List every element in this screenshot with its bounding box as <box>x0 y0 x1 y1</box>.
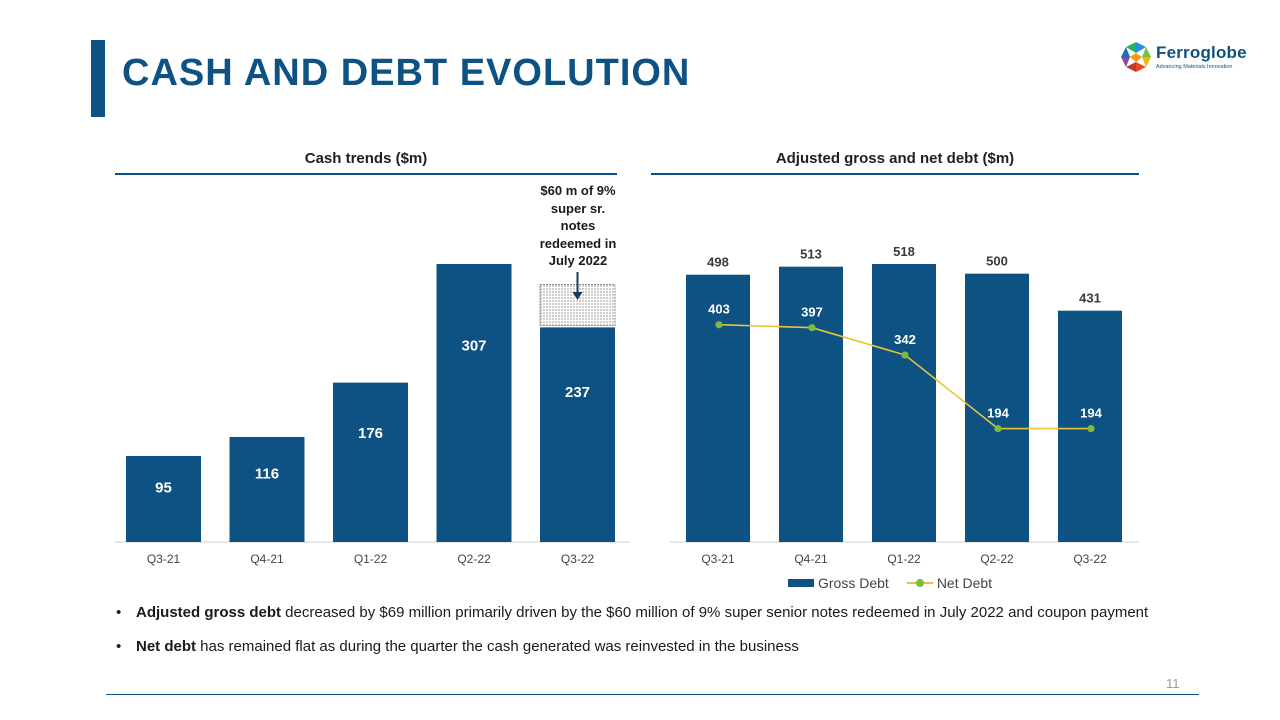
gross-debt-value-Q2-22: 500 <box>986 254 1008 269</box>
cash-chart-title: Cash trends ($m) <box>304 150 428 167</box>
cash-trends-chart: 95 Q3-21 116 Q4-21 176 Q1-22 307 Q2-22 237 Q3-22 <box>126 264 616 566</box>
gross-debt-value-Q3-21: 498 <box>707 255 729 270</box>
net-debt-value-Q3-21: 403 <box>708 302 730 317</box>
logo-wordmark: Ferroglobe <box>1156 43 1247 62</box>
cash-tick-Q3-22: Q3-22 <box>561 552 595 566</box>
net-debt-value-Q3-22: 194 <box>1080 406 1102 421</box>
title-accent-bar <box>91 40 105 117</box>
gross-debt-swatch <box>788 579 814 587</box>
net-debt-value-Q1-22: 342 <box>894 332 916 347</box>
bullet-net-debt-bold: Net debt <box>136 638 196 655</box>
cash-tick-Q1-22: Q1-22 <box>354 552 388 566</box>
cash-bar-value-Q3-21: 95 <box>155 479 172 496</box>
gross-debt-bar-Q1-22 <box>872 264 936 542</box>
annotation-arrow-head <box>572 292 583 300</box>
net-debt-value-Q4-21: 397 <box>801 305 823 320</box>
cash-chart-rule <box>115 173 617 175</box>
gross-debt-bar-Q4-21 <box>779 266 843 542</box>
cash-bar-value-Q2-22: 307 <box>461 337 486 354</box>
net-debt-swatch <box>906 579 933 587</box>
gross-debt-bar-Q3-21 <box>686 274 750 542</box>
legend-net-debt-label: Net Debt <box>936 575 993 591</box>
gross-debt-value-Q1-22: 518 <box>893 244 915 259</box>
redemption-annotation: $60 m of 9% super sr. notes redeemed in … <box>539 183 617 268</box>
net-debt-value-Q2-22: 194 <box>987 406 1009 421</box>
debt-chart-title: Adjusted gross and net debt ($m) <box>775 150 1015 167</box>
bullet-gross-debt-bold: Adjusted gross debt <box>136 604 282 621</box>
debt-legend: Gross Debt Net Debt <box>788 575 1010 591</box>
cash-bar-value-Q3-22: 237 <box>565 384 590 401</box>
cash-tick-Q2-22: Q2-22 <box>457 552 491 566</box>
ferroglobe-logo-icon <box>1121 42 1151 72</box>
cash-bar-Q4-21 <box>229 436 305 542</box>
debt-chart-rule <box>651 173 1139 175</box>
gross-debt-value-Q4-21: 513 <box>800 247 822 262</box>
debt-tick-Q3-22: Q3-22 <box>1073 552 1107 566</box>
bullet-net-debt: Net debt has remained flat as during the… <box>116 634 1186 660</box>
cash-tick-Q3-21: Q3-21 <box>147 552 181 566</box>
debt-chart: 498 Q3-21 513 Q4-21 518 Q1-22 500 Q2-22 431 Q3-22… <box>686 244 1122 566</box>
net-debt-point-Q1-22 <box>901 351 909 359</box>
legend-gross-debt: Gross Debt <box>788 575 889 591</box>
cash-bar-value-Q1-22: 176 <box>358 425 383 442</box>
cash-bar-Q3-22 <box>540 327 615 542</box>
gross-debt-value-Q3-22: 431 <box>1079 291 1101 306</box>
net-debt-point-Q2-22 <box>994 424 1002 433</box>
cash-tick-Q4-21: Q4-21 <box>250 552 284 566</box>
logo-tagline: Advancing Materials Innovation <box>1156 64 1233 70</box>
debt-tick-Q2-22: Q2-22 <box>980 552 1014 566</box>
gross-debt-bar-Q2-22 <box>965 273 1029 542</box>
legend-gross-debt-label: Gross Debt <box>818 575 889 591</box>
debt-tick-Q4-21: Q4-21 <box>794 552 828 566</box>
cash-bar-Q1-22 <box>333 382 408 542</box>
debt-tick-Q1-22: Q1-22 <box>887 552 921 566</box>
cash-bar-value-Q4-21: 116 <box>255 465 279 482</box>
cash-bar-Q2-22 <box>436 264 512 542</box>
legend-net-debt: Net Debt <box>906 575 993 591</box>
company-logo: Ferroglobe Advancing Materials Innovatio… <box>1120 41 1250 75</box>
cash-bar-Q3-21 <box>126 455 201 542</box>
footer-rule <box>106 694 1199 695</box>
net-debt-point-Q3-22 <box>1087 424 1095 433</box>
page-title: CASH AND DEBT EVOLUTION <box>122 52 691 94</box>
bullet-gross-debt-text: decreased by $69 million primarily drive… <box>281 604 1149 621</box>
summary-bullets: Adjusted gross debt decreased by $69 mil… <box>116 600 1186 668</box>
net-debt-point-Q4-21 <box>808 324 816 332</box>
page-number: 11 <box>1166 676 1180 691</box>
bullet-gross-debt: Adjusted gross debt decreased by $69 mil… <box>116 600 1186 626</box>
net-debt-point-Q3-21 <box>715 321 723 329</box>
debt-tick-Q3-21: Q3-21 <box>701 552 735 566</box>
bullet-net-debt-text: has remained flat as during the quarter … <box>196 638 799 655</box>
